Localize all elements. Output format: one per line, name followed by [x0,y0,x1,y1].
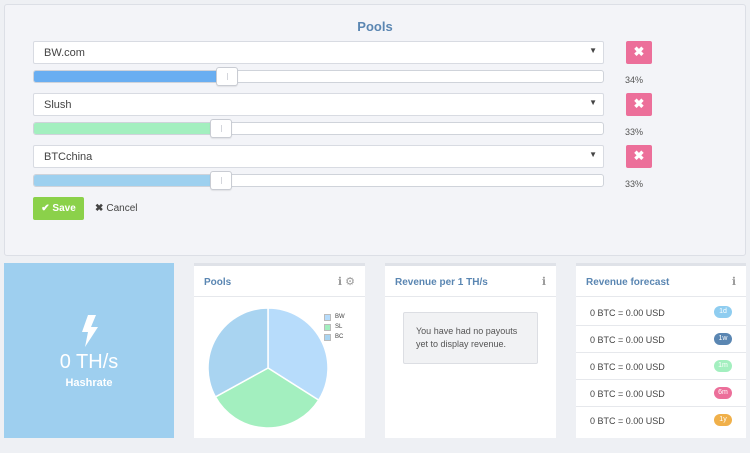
divider [385,296,556,297]
remove-pool-button[interactable]: ✖ [626,145,652,168]
legend-swatch [324,313,331,321]
info-icon[interactable]: ℹ [731,276,736,288]
period-badge: 1m [714,360,732,372]
legend-item: BW [324,312,345,322]
revenue-card: Revenue per 1 TH/s ℹ You have had no pay… [385,263,556,438]
pool-select[interactable]: Slush ▼ [33,93,604,116]
pool-select-value: BW.com [44,47,85,59]
info-icon[interactable]: ℹ [541,276,546,288]
remove-pool-button[interactable]: ✖ [626,41,652,64]
no-payouts-message: You have had no payouts yet to display r… [403,312,538,364]
slider-handle[interactable] [216,67,238,86]
caret-down-icon: ▼ [589,46,597,55]
pool-share-slider[interactable] [33,122,604,135]
period-badge: 1w [714,333,732,345]
pool-select-value: Slush [44,99,72,111]
period-badge: 6m [714,387,732,399]
forecast-value: 0 BTC = 0.00 USD [590,308,665,318]
bolt-icon [82,315,98,347]
divider [194,296,365,297]
period-badge: 1y [714,414,732,426]
cancel-button[interactable]: ✖ Cancel [95,197,138,220]
pool-share-slider[interactable] [33,174,604,187]
slider-fill [34,71,228,82]
forecast-row: 0 BTC = 0.00 USD 6m [576,380,746,407]
card-title: Revenue forecast [586,277,670,288]
gear-icon[interactable]: ⚙ [345,276,355,288]
card-title: Revenue per 1 TH/s [395,277,488,288]
info-icon[interactable]: ℹ [337,276,343,288]
legend-item: BC [324,332,345,342]
forecast-value: 0 BTC = 0.00 USD [590,389,665,399]
forecast-value: 0 BTC = 0.00 USD [590,362,665,372]
pool-share-slider[interactable] [33,70,604,83]
legend-item: SL [324,322,345,332]
pool-share-percent: 33% [625,127,644,137]
pools-chart-card: Pools ℹ ⚙ BW SL BC [194,263,365,438]
save-button[interactable]: ✔ Save [33,197,84,220]
pool-select-value: BTCchina [44,151,93,163]
slider-fill [34,123,222,134]
check-icon: ✔ [41,203,50,214]
legend-label: BW [335,314,345,320]
remove-pool-button[interactable]: ✖ [626,93,652,116]
legend-label: SL [335,324,343,330]
legend-label: BC [335,334,344,340]
forecast-value: 0 BTC = 0.00 USD [590,416,665,426]
hashrate-label: Hashrate [65,377,113,389]
forecast-row: 0 BTC = 0.00 USD 1w [576,326,746,353]
forecast-row: 0 BTC = 0.00 USD 1m [576,353,746,380]
pool-select[interactable]: BW.com ▼ [33,41,604,64]
hashrate-tile: 0 TH/s Hashrate [4,263,174,438]
forecast-row: 0 BTC = 0.00 USD 1d [576,299,746,326]
forecast-row: 0 BTC = 0.00 USD 1y [576,407,746,434]
pool-row-slush: Slush ▼ ✖ 33% [33,93,653,141]
slider-handle[interactable] [210,171,232,190]
slider-handle[interactable] [210,119,232,138]
legend-swatch [324,323,331,331]
revenue-forecast-card: Revenue forecast ℹ 0 BTC = 0.00 USD 1d 0… [576,263,746,438]
save-label: Save [52,203,76,214]
legend-swatch [324,333,331,341]
pool-row-bw: BW.com ▼ ✖ 34% [33,41,653,89]
card-title: Pools [204,277,232,288]
caret-down-icon: ▼ [589,98,597,107]
pools-editor-panel: Pools BW.com ▼ ✖ 34% Slush ▼ ✖ 33% BTCch… [4,4,746,256]
close-icon: ✖ [95,203,104,214]
pool-select[interactable]: BTCchina ▼ [33,145,604,168]
pools-pie-chart [207,307,329,429]
pool-row-btcchina: BTCchina ▼ ✖ 33% [33,145,653,193]
pool-share-percent: 34% [625,75,644,85]
hashrate-value: 0 TH/s [59,351,119,373]
pool-share-percent: 33% [625,179,644,189]
caret-down-icon: ▼ [589,150,597,159]
slider-fill [34,175,222,186]
period-badge: 1d [714,306,732,318]
pie-slice-bc [207,307,269,398]
pools-title: Pools [357,19,393,34]
divider [576,296,746,297]
chart-legend: BW SL BC [324,312,345,342]
forecast-value: 0 BTC = 0.00 USD [590,335,665,345]
cancel-label: Cancel [106,203,138,214]
